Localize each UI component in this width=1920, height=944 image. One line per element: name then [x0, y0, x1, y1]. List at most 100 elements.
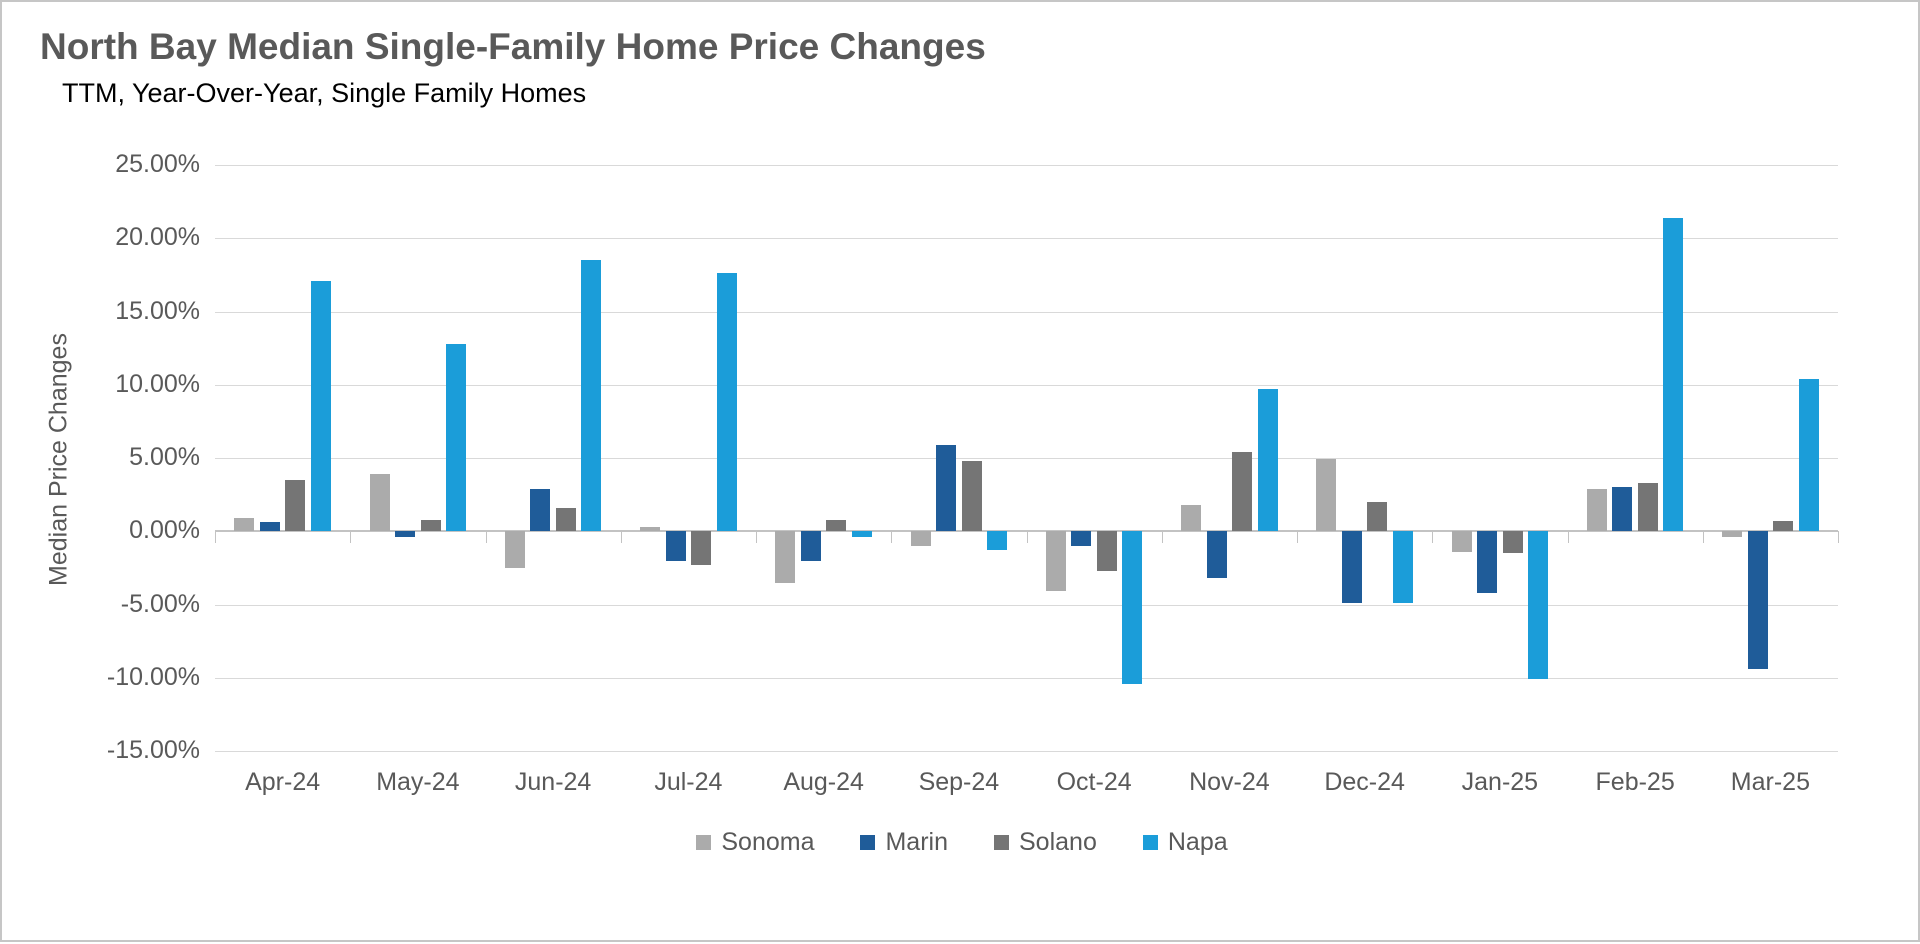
x-axis-tick: [1161, 531, 1163, 544]
legend-item-solano: Solano: [994, 828, 1097, 857]
x-axis-label: Aug-24: [783, 768, 864, 796]
bar-solano-mar-25: [1773, 520, 1794, 532]
bar-marin-sep-24: [936, 444, 957, 532]
legend-label-napa: Napa: [1167, 828, 1228, 856]
bar-napa-may-24: [446, 343, 467, 532]
bar-sonoma-nov-24: [1181, 504, 1202, 532]
gridline: [215, 238, 1838, 240]
legend-label-sonoma: Sonoma: [721, 828, 815, 856]
x-axis-label: May-24: [376, 768, 460, 796]
bar-sonoma-apr-24: [234, 518, 255, 532]
legend-swatch-solano: [994, 835, 1009, 850]
y-tick-label: 20.00%: [115, 223, 200, 252]
y-tick-label: 15.00%: [115, 296, 200, 325]
bar-napa-feb-25: [1663, 217, 1684, 532]
gridline: [215, 311, 1838, 313]
x-axis-label: Jan-25: [1461, 768, 1539, 796]
x-axis-tick: [1567, 531, 1569, 544]
legend-swatch-napa: [1142, 835, 1158, 850]
gridline: [215, 165, 1838, 166]
bar-sonoma-mar-25: [1722, 531, 1743, 538]
chart-subtitle: TTM, Year-Over-Year, Single Family Homes: [62, 78, 587, 108]
bar-solano-dec-24: [1367, 501, 1388, 532]
bar-solano-oct-24: [1096, 531, 1117, 571]
bar-marin-jul-24: [665, 531, 686, 561]
bar-marin-mar-25: [1747, 531, 1768, 669]
bar-napa-jul-24: [716, 273, 737, 532]
bar-sonoma-jan-25: [1451, 531, 1472, 552]
bar-napa-oct-24: [1122, 531, 1143, 684]
gridline: [215, 751, 1838, 752]
y-tick-label: 5.00%: [129, 443, 200, 471]
x-axis-tick: [620, 531, 622, 544]
bar-sonoma-aug-24: [775, 531, 796, 583]
gridline: [215, 458, 1838, 459]
x-axis-label: Jul-24: [654, 768, 723, 796]
bar-napa-mar-25: [1798, 378, 1819, 532]
x-axis-label: Feb-25: [1595, 768, 1675, 796]
legend-label-marin: Marin: [885, 828, 948, 856]
x-axis-label: Apr-24: [245, 768, 321, 796]
x-axis-label: Dec-24: [1324, 768, 1405, 796]
bar-marin-jan-25: [1477, 531, 1498, 593]
y-tick-label: 0.00%: [129, 516, 200, 545]
bar-solano-apr-24: [285, 479, 306, 532]
x-axis-label: Mar-25: [1730, 768, 1810, 796]
legend-swatch-sonoma: [696, 835, 712, 850]
x-axis-tick: [1702, 531, 1704, 544]
bar-marin-oct-24: [1071, 531, 1092, 546]
legend-item-marin: Marin: [860, 828, 948, 857]
x-axis-tick: [1026, 531, 1028, 544]
bar-sonoma-oct-24: [1045, 531, 1066, 592]
y-tick-label: -10.00%: [106, 662, 200, 691]
gridline: [215, 677, 1838, 679]
y-tick-label: 25.00%: [115, 150, 200, 178]
x-axis-tick: [215, 531, 216, 544]
bar-marin-dec-24: [1341, 531, 1362, 604]
y-tick-label: 10.00%: [115, 369, 200, 398]
bar-marin-apr-24: [259, 522, 280, 532]
bar-solano-may-24: [420, 519, 441, 532]
chart-title: North Bay Median Single-Family Home Pric…: [40, 26, 986, 67]
bar-solano-feb-25: [1637, 482, 1658, 532]
y-tick-label: -5.00%: [120, 589, 200, 618]
bar-napa-sep-24: [987, 531, 1008, 551]
bar-sonoma-feb-25: [1586, 488, 1607, 532]
bar-sonoma-jun-24: [504, 531, 525, 568]
gridline: [215, 604, 1838, 606]
x-axis-tick: [1432, 531, 1434, 544]
x-axis-label: Oct-24: [1056, 768, 1132, 796]
x-axis-tick: [1297, 531, 1298, 544]
x-axis-label: Jun-24: [514, 768, 592, 796]
x-axis-tick: [485, 531, 487, 544]
chart-legend: Sonoma Marin Solano Napa: [2, 828, 1920, 857]
x-axis-label: Sep-24: [918, 768, 1000, 796]
bar-solano-jul-24: [691, 531, 712, 565]
x-axis-tick: [891, 531, 893, 544]
x-axis-label: Nov-24: [1189, 768, 1270, 796]
bar-solano-aug-24: [826, 519, 847, 532]
x-axis-tick: [756, 531, 757, 544]
legend-label-solano: Solano: [1019, 828, 1097, 856]
bar-napa-jun-24: [581, 260, 602, 532]
x-axis-tick: [350, 531, 352, 544]
bar-sonoma-dec-24: [1316, 459, 1337, 532]
bar-napa-dec-24: [1392, 531, 1413, 604]
bar-napa-apr-24: [310, 280, 331, 532]
bar-marin-nov-24: [1206, 531, 1227, 579]
bar-solano-jun-24: [555, 507, 576, 532]
bar-napa-aug-24: [851, 531, 872, 538]
bar-napa-jan-25: [1528, 531, 1549, 680]
bar-solano-jan-25: [1502, 531, 1523, 554]
legend-swatch-marin: [860, 835, 876, 850]
bar-solano-sep-24: [961, 460, 982, 532]
y-tick-label: -15.00%: [106, 736, 200, 764]
bar-sonoma-jul-24: [640, 526, 661, 532]
bar-sonoma-may-24: [369, 474, 390, 532]
bar-marin-jun-24: [530, 488, 551, 532]
bar-marin-may-24: [395, 531, 416, 538]
legend-item-sonoma: Sonoma: [696, 828, 814, 857]
x-axis-tick: [1838, 531, 1839, 544]
